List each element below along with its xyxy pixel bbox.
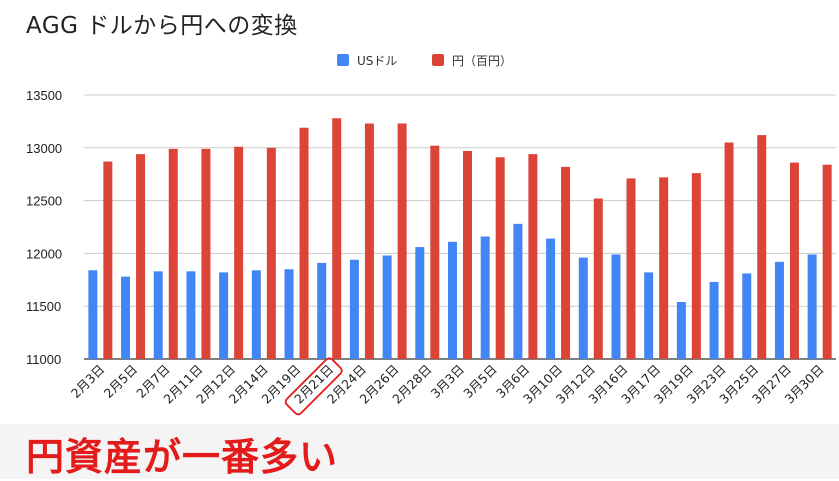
bar-jpy-19 (724, 142, 734, 359)
bar-jpy-13 (528, 154, 538, 359)
bar-usd-4 (219, 272, 229, 359)
bar-usd-11 (448, 241, 457, 359)
bar-jpy-2 (168, 148, 178, 359)
bar-usd-19 (709, 281, 719, 359)
bar-jpy-0 (103, 161, 113, 359)
bar-usd-21 (774, 261, 784, 359)
bar-jpy-4 (234, 146, 244, 359)
legend-swatch (432, 54, 444, 66)
y-tick-label: 11000 (26, 352, 61, 367)
bar-jpy-10 (430, 145, 440, 359)
chart-title: AGG ドルから円への変換 (26, 13, 298, 39)
bar-usd-6 (284, 269, 294, 359)
y-tick-label: 13500 (26, 88, 62, 103)
y-tick-label: 12500 (26, 194, 62, 209)
bar-jpy-1 (136, 154, 146, 359)
bar-usd-18 (676, 301, 686, 359)
bar-jpy-16 (626, 178, 636, 359)
bar-chart: 11000 11500 12000 12500 13000 13500 2月3日2月5日2… (26, 54, 836, 416)
bar-usd-0 (88, 270, 98, 359)
bar-usd-7 (317, 262, 327, 359)
bar-usd-20 (742, 273, 752, 359)
bar-usd-16 (611, 254, 621, 359)
bar-jpy-21 (789, 162, 799, 359)
bar-jpy-7 (332, 118, 342, 360)
legend-swatch (337, 54, 349, 66)
bar-jpy-14 (561, 166, 571, 359)
bar-jpy-5 (266, 147, 276, 359)
bar-jpy-17 (659, 177, 669, 359)
legend: USドル 円（百円） (337, 54, 512, 68)
bars (88, 118, 832, 360)
bar-jpy-6 (299, 127, 309, 360)
bar-usd-10 (415, 247, 425, 359)
gridlines (84, 94, 836, 360)
bar-jpy-8 (364, 123, 374, 360)
legend-label: USドル (357, 54, 397, 68)
x-tick-label: 3月5日 (460, 362, 500, 402)
bar-usd-13 (513, 223, 523, 359)
caption-text: 円資産が一番多い (26, 435, 339, 479)
bar-usd-22 (807, 254, 817, 359)
bar-usd-12 (480, 236, 490, 359)
y-tick-label: 12000 (26, 246, 62, 261)
bar-usd-5 (251, 270, 261, 359)
x-tick-label: 2月5日 (101, 362, 141, 402)
y-tick-label: 13000 (26, 141, 62, 156)
bar-usd-14 (546, 238, 556, 359)
x-tick-label: 3月3日 (428, 362, 468, 402)
legend-label: 円（百円） (452, 54, 512, 68)
caption-band (0, 424, 839, 479)
bar-jpy-11 (463, 150, 472, 359)
y-tick-label: 11500 (26, 299, 61, 314)
bar-usd-9 (382, 255, 392, 359)
bar-jpy-15 (593, 198, 603, 359)
bar-usd-1 (121, 276, 131, 359)
bar-jpy-12 (495, 157, 505, 359)
bar-usd-15 (578, 257, 588, 359)
bar-jpy-18 (691, 173, 701, 359)
y-axis-ticks: 11000 11500 12000 12500 13000 13500 (26, 88, 62, 367)
bar-usd-3 (186, 271, 196, 359)
bar-jpy-22 (822, 164, 832, 359)
x-tick-label: 2月3日 (68, 362, 108, 402)
bar-usd-17 (644, 272, 654, 359)
bar-usd-2 (153, 271, 163, 359)
bar-usd-8 (349, 259, 359, 359)
bar-jpy-3 (201, 148, 211, 359)
highlight-box (284, 357, 343, 416)
bar-jpy-9 (397, 123, 407, 360)
bar-jpy-20 (757, 135, 767, 359)
x-axis-labels: 2月3日2月5日2月7日2月11日2月12日2月14日2月19日2月21日2月2… (68, 357, 827, 416)
